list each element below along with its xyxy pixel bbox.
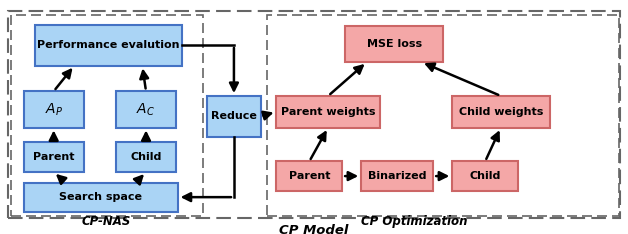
Text: $\mathbf{\mathit{A}}_P$: $\mathbf{\mathit{A}}_P$ xyxy=(45,101,63,118)
Text: Parent: Parent xyxy=(288,171,330,181)
FancyBboxPatch shape xyxy=(24,142,84,172)
FancyBboxPatch shape xyxy=(116,142,176,172)
FancyBboxPatch shape xyxy=(276,161,342,191)
Text: Parent weights: Parent weights xyxy=(281,107,376,117)
FancyBboxPatch shape xyxy=(24,91,84,128)
Text: MSE loss: MSE loss xyxy=(367,39,421,49)
FancyBboxPatch shape xyxy=(116,91,176,128)
Text: Reduce: Reduce xyxy=(211,111,257,121)
FancyBboxPatch shape xyxy=(35,25,182,66)
FancyBboxPatch shape xyxy=(452,96,550,128)
Text: Parent: Parent xyxy=(33,152,75,162)
Text: Binarized: Binarized xyxy=(368,171,426,181)
Text: CP Optimization: CP Optimization xyxy=(361,215,468,228)
FancyBboxPatch shape xyxy=(452,161,518,191)
Text: Performance evalution: Performance evalution xyxy=(37,40,180,50)
FancyBboxPatch shape xyxy=(345,26,443,62)
FancyBboxPatch shape xyxy=(276,96,380,128)
FancyBboxPatch shape xyxy=(361,161,433,191)
Text: Child weights: Child weights xyxy=(458,107,543,117)
FancyBboxPatch shape xyxy=(24,183,178,212)
Text: Search space: Search space xyxy=(59,192,143,202)
Text: CP Model: CP Model xyxy=(279,224,349,234)
Text: Child: Child xyxy=(131,152,161,162)
Text: CP-NAS: CP-NAS xyxy=(82,215,131,228)
Text: $\mathbf{\mathit{A}}_C$: $\mathbf{\mathit{A}}_C$ xyxy=(136,101,156,118)
Text: Child: Child xyxy=(470,171,501,181)
FancyBboxPatch shape xyxy=(207,96,261,137)
